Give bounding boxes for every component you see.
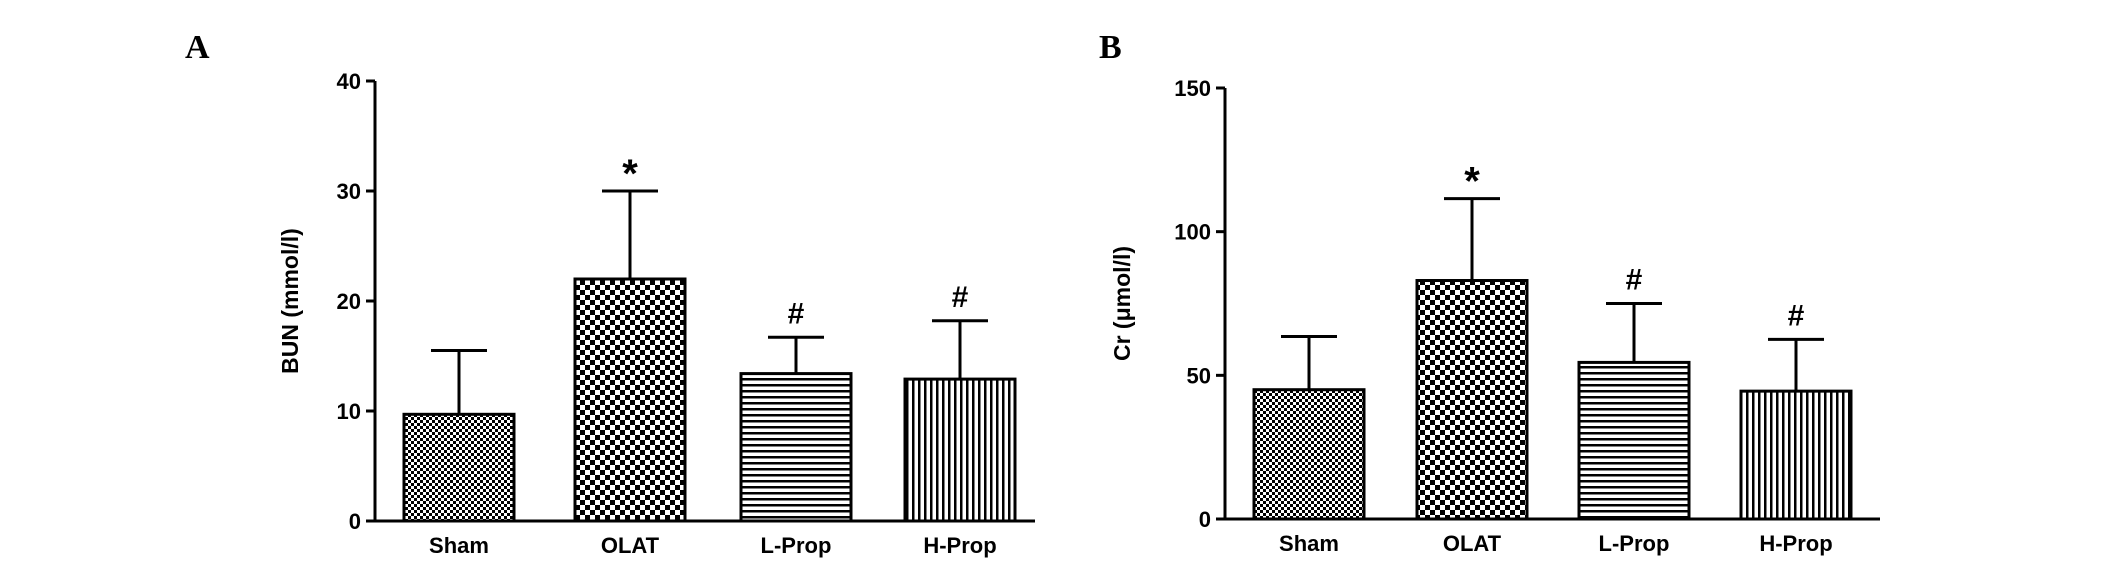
bar-olat: [573, 277, 687, 523]
bar-sham: [1252, 388, 1366, 521]
category-label-sham: Sham: [1279, 531, 1339, 556]
category-label-olat: OLAT: [601, 533, 660, 558]
y-tick-label: 30: [337, 179, 361, 204]
y-tick-label: 50: [1187, 363, 1211, 388]
y-tick-label: 0: [349, 509, 361, 534]
y-axis-title: BUN (mmol/l): [277, 228, 303, 374]
bar-olat: [1415, 279, 1529, 521]
significance-star: *: [622, 152, 638, 196]
significance-star: *: [1464, 160, 1480, 204]
y-tick-label: 150: [1174, 76, 1211, 101]
y-tick-label: 40: [337, 69, 361, 94]
category-label-l-prop: L-Prop: [1599, 531, 1670, 556]
significance-hash: #: [952, 281, 969, 314]
category-label-h-prop: H-Prop: [923, 533, 996, 558]
category-label-olat: OLAT: [1443, 531, 1502, 556]
panel-a: A 0 10 20 30 40 BUN (mmol/l) Sham * OLAT # L-Prop # H…: [185, 29, 1035, 558]
y-tick-label: 100: [1174, 220, 1211, 245]
panel-letter: A: [185, 29, 210, 66]
panel-b: B 0 50 100 150 Cr (μmol/l) Sham * OLAT # L-Prop # H-…: [1099, 29, 1880, 556]
bar-l-prop: [739, 372, 853, 523]
bar-l-prop: [1577, 360, 1691, 521]
y-tick-label: 20: [337, 289, 361, 314]
category-label-sham: Sham: [429, 533, 489, 558]
bar-h-prop: [1739, 389, 1853, 521]
significance-hash: #: [1626, 264, 1643, 297]
category-label-l-prop: L-Prop: [761, 533, 832, 558]
significance-hash: #: [788, 297, 805, 330]
bar-h-prop: [903, 377, 1017, 523]
category-label-h-prop: H-Prop: [1759, 531, 1832, 556]
y-axis-title: Cr (μmol/l): [1109, 246, 1135, 361]
significance-hash: #: [1788, 299, 1805, 332]
panels: A 0 10 20 30 40 BUN (mmol/l) Sham * OLAT # L-Prop # H…: [185, 29, 1880, 558]
bar-sham: [402, 412, 516, 523]
y-tick-label: 0: [1199, 507, 1211, 532]
panel-letter: B: [1099, 29, 1122, 66]
y-tick-label: 10: [337, 399, 361, 424]
